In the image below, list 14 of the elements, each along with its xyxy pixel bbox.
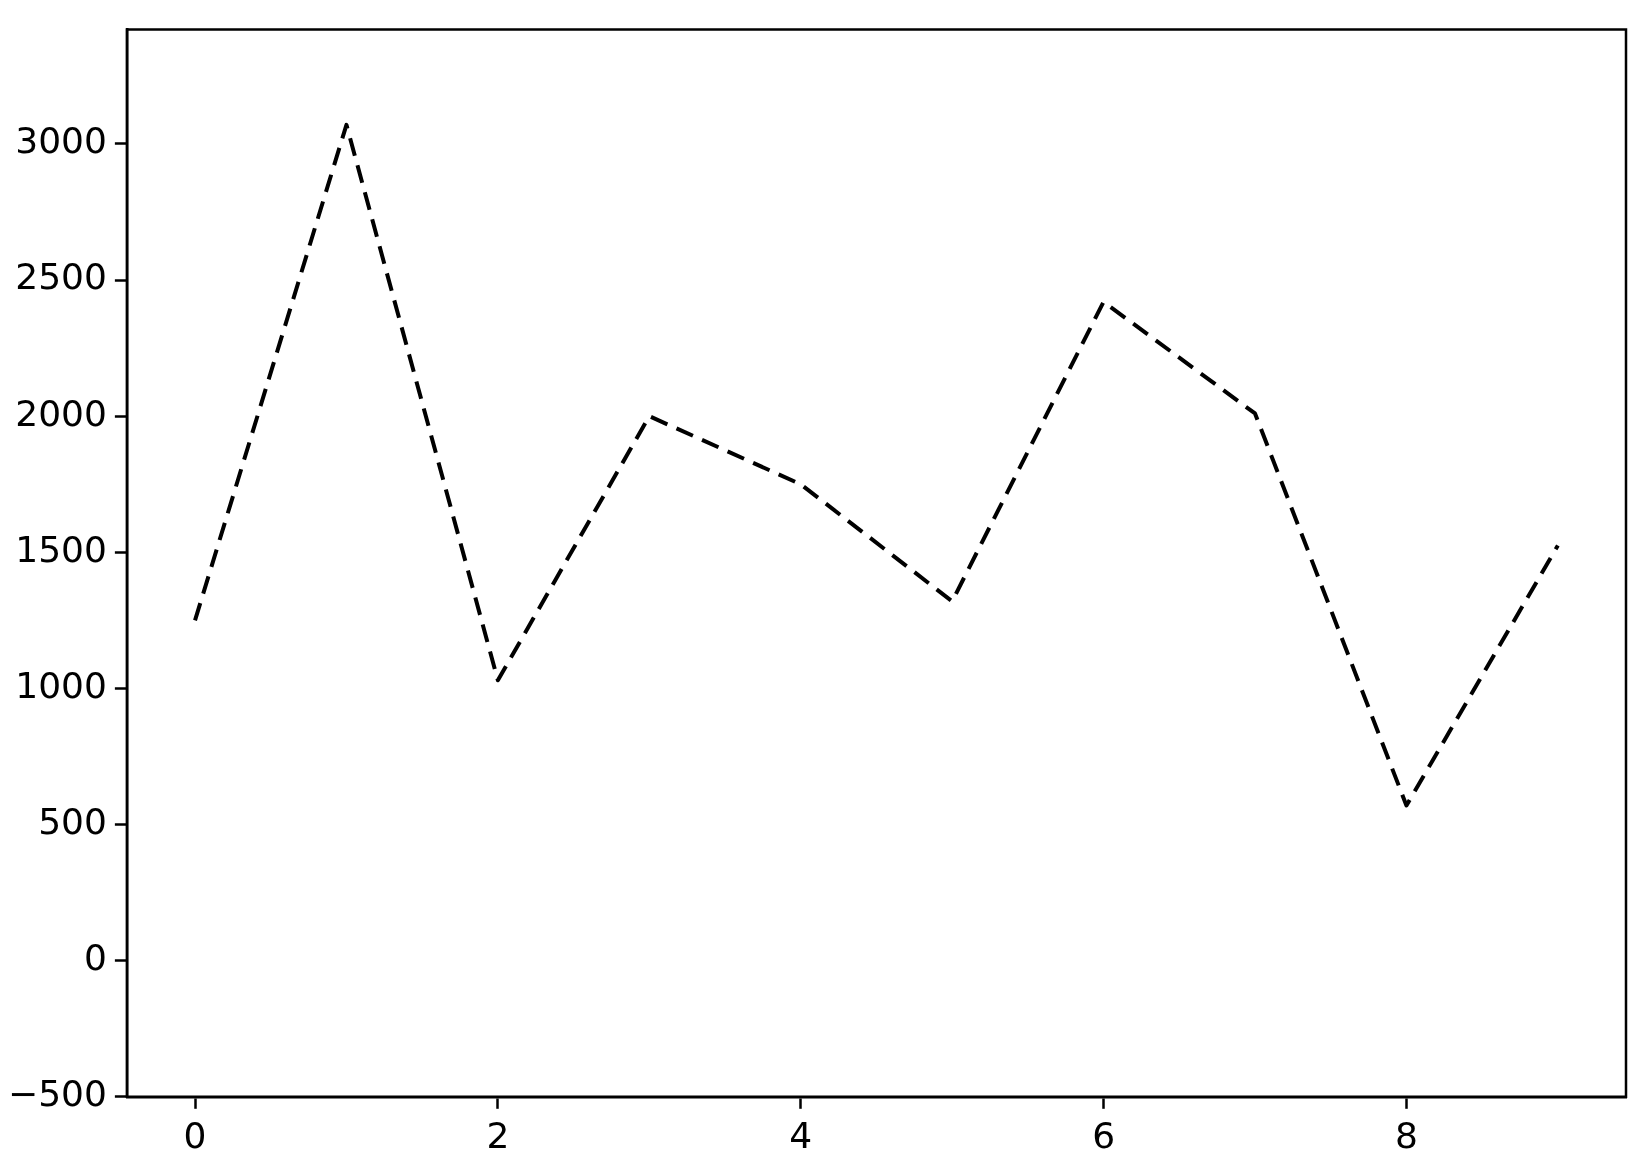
y-tick-label: 0 xyxy=(83,937,107,979)
y-tick-label: −500 xyxy=(7,1073,107,1115)
x-tick-label: 4 xyxy=(789,1114,813,1156)
y-tick-label: 500 xyxy=(38,800,107,842)
y-tick-label: 2000 xyxy=(15,392,107,434)
x-tick-label: 2 xyxy=(486,1114,510,1156)
y-tick-label: 1500 xyxy=(15,528,107,570)
x-tick-label: 8 xyxy=(1394,1114,1418,1156)
line-series xyxy=(193,122,1560,808)
x-tick-label: 6 xyxy=(1092,1114,1116,1156)
x-tick-label: 0 xyxy=(183,1114,207,1156)
y-tick-label: 1000 xyxy=(15,664,107,706)
y-tick-label: 3000 xyxy=(15,120,107,162)
y-tick-label: 2500 xyxy=(15,256,107,298)
